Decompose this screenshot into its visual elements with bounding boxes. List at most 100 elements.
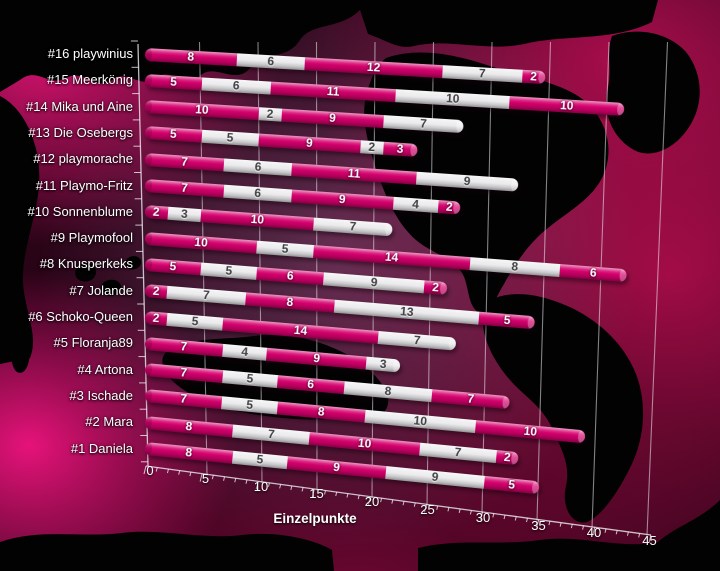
segment-value-label: 10	[194, 102, 209, 118]
category-label: #6 Schoko-Queen	[28, 309, 133, 324]
segment-value-label: 10	[522, 424, 538, 440]
value-axis-minor-tick	[525, 517, 528, 523]
x-axis-title: Einzelpunkte	[273, 511, 357, 526]
value-axis-minor-tick	[413, 502, 416, 507]
value-axis-minor-tick	[234, 478, 237, 483]
value-gridline	[536, 41, 552, 521]
segment-value-label: 5	[245, 371, 254, 386]
segment-value-label: 10	[193, 234, 208, 250]
bar-segment: 2	[495, 449, 519, 465]
value-axis-minor-tick	[166, 468, 169, 474]
value-gridline	[426, 41, 435, 506]
segment-value-label: 9	[462, 173, 471, 189]
value-axis-minor-tick	[570, 524, 573, 529]
segment-value-label: 9	[332, 459, 341, 475]
value-axis-major-tick	[648, 534, 652, 543]
category-label: #8 Knusperkeks	[39, 256, 133, 272]
value-axis-minor-tick	[514, 516, 517, 521]
value-axis-minor-tick	[279, 484, 282, 489]
continent-greenland	[606, 31, 700, 154]
value-axis-minor-tick	[447, 507, 450, 512]
segment-value-label: 8	[285, 294, 294, 310]
segment-value-label: 7	[179, 391, 188, 407]
value-axis-minor-tick	[548, 520, 551, 526]
segment-value-label: 5	[190, 313, 199, 329]
segment-value-label: 2	[151, 284, 160, 299]
segment-value-label: 14	[383, 249, 399, 265]
segment-value-label: 3	[179, 206, 188, 222]
bar-segment: 3	[382, 142, 417, 158]
x-tick-label: 25	[420, 502, 435, 517]
segment-value-label: 7	[453, 444, 462, 460]
segment-value-label: 5	[245, 397, 254, 413]
value-axis-minor-tick	[335, 491, 338, 497]
category-label: #15 Meerkönig	[47, 72, 133, 88]
segment-value-label: 8	[510, 258, 519, 274]
segment-value-label: 10	[356, 435, 372, 451]
x-tick-label: 10	[253, 478, 269, 494]
value-axis-major-tick	[592, 527, 596, 536]
segment-value-label: 10	[445, 91, 460, 106]
segment-value-label: 7	[266, 426, 275, 442]
segment-value-label: 2	[151, 310, 160, 325]
bar-segment: 2	[437, 200, 461, 215]
x-tick-label: 30	[475, 509, 491, 525]
x-tick-label: 45	[642, 533, 657, 549]
category-label: #1 Daniela	[70, 440, 133, 456]
segment-value-label: 7	[348, 219, 357, 235]
segment-value-label: 6	[253, 159, 262, 174]
value-axis-minor-tick	[458, 508, 461, 513]
segment-value-label: 5	[502, 312, 511, 328]
category-label: #16 playwinius	[47, 46, 133, 61]
segment-value-label: 7	[201, 288, 210, 303]
value-axis-minor-tick	[582, 525, 585, 530]
bar-segment: 3	[365, 356, 400, 373]
category-label: #4 Artona	[77, 361, 133, 377]
segment-value-label: 10	[412, 413, 428, 429]
segment-value-label: 8	[184, 445, 193, 460]
category-label: #12 playmorache	[33, 151, 133, 167]
value-axis-major-tick	[367, 496, 371, 505]
segment-value-label: 2	[265, 106, 274, 122]
segment-value-label: 6	[306, 376, 315, 392]
segment-value-label: 7	[180, 154, 188, 169]
segment-value-label: 5	[169, 74, 177, 89]
bar-segment: 2	[257, 106, 282, 122]
value-gridline	[315, 41, 318, 491]
segment-value-label: 7	[179, 338, 188, 354]
bar-segment: 2	[143, 284, 168, 300]
value-gridline	[371, 41, 376, 499]
segment-value-label: 3	[395, 142, 404, 157]
segment-value-label: 8	[383, 384, 392, 399]
segment-value-label: 9	[337, 191, 346, 207]
islands-indonesia	[75, 256, 142, 296]
x-tick-label: 15	[309, 486, 324, 502]
segment-value-label: 2	[431, 279, 439, 295]
x-tick-label: 5	[201, 470, 210, 486]
segment-value-label: 2	[502, 449, 511, 465]
value-axis-minor-tick	[638, 533, 641, 538]
x-tick-label: 35	[531, 517, 546, 533]
value-axis-major-tick	[480, 511, 484, 521]
segment-value-label: 11	[325, 83, 340, 99]
segment-value-label: 9	[328, 110, 336, 126]
segment-value-label: 8	[184, 418, 193, 434]
bar-segment: 2	[359, 140, 383, 156]
value-gridline	[591, 41, 610, 529]
segment-value-label: 2	[151, 205, 160, 220]
segment-value-label: 7	[412, 332, 421, 348]
segment-value-label: 8	[186, 48, 194, 64]
value-axis-minor-tick	[436, 505, 439, 510]
category-label: #3 Ischade	[69, 387, 133, 403]
value-axis-minor-tick	[346, 493, 349, 498]
segment-value-label: 5	[255, 452, 264, 467]
value-axis-minor-tick	[391, 499, 394, 504]
segment-value-label: 11	[346, 165, 361, 181]
value-axis-major-tick	[424, 504, 427, 513]
segment-value-label: 12	[366, 59, 381, 75]
value-axis-minor-tick	[559, 522, 562, 527]
segment-value-label: 13	[399, 304, 414, 320]
segment-value-label: 5	[224, 263, 233, 278]
segment-value-label: 9	[312, 350, 321, 366]
